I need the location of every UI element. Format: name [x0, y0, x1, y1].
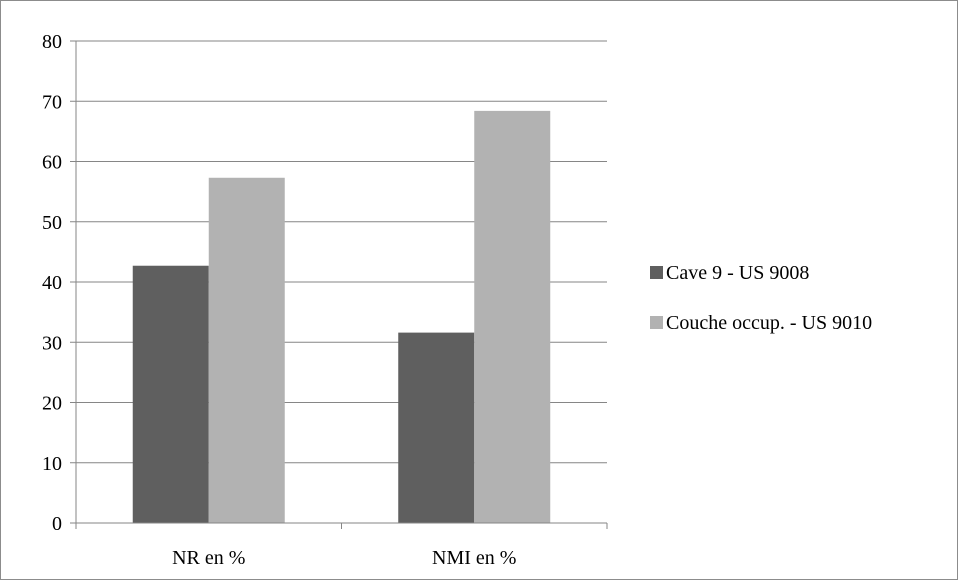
y-tick-label: 60 — [42, 152, 62, 174]
legend: Cave 9 - US 9008 Couche occup. - US 9010 — [650, 262, 872, 334]
y-tick-label: 80 — [42, 31, 62, 53]
y-tick-label: 40 — [42, 272, 62, 294]
x-category-label: NMI en % — [432, 547, 516, 569]
legend-label: Cave 9 - US 9008 — [666, 262, 809, 284]
bar-cave-9-nr — [132, 265, 209, 523]
legend-label: Couche occup. - US 9010 — [666, 312, 872, 334]
y-tick-label: 70 — [42, 91, 62, 113]
y-tick-label: 30 — [42, 332, 62, 354]
y-tick-label: 20 — [42, 393, 62, 415]
bar-couche-occup-nr — [208, 177, 285, 523]
y-tick-label: 50 — [42, 212, 62, 234]
bars — [132, 110, 551, 523]
bar-couche-occup-nmi — [474, 110, 551, 523]
y-axis-ticks: 0 10 20 30 40 50 60 70 80 — [42, 31, 76, 535]
x-category-label: NR en % — [172, 547, 245, 569]
x-axis-ticks: NR en % NMI en % — [75, 523, 608, 569]
legend-swatch — [650, 316, 663, 329]
bar-cave-9-nmi — [398, 332, 475, 523]
legend-swatch — [650, 266, 663, 279]
y-tick-label: 10 — [42, 453, 62, 475]
y-tick-label: 0 — [52, 513, 62, 535]
